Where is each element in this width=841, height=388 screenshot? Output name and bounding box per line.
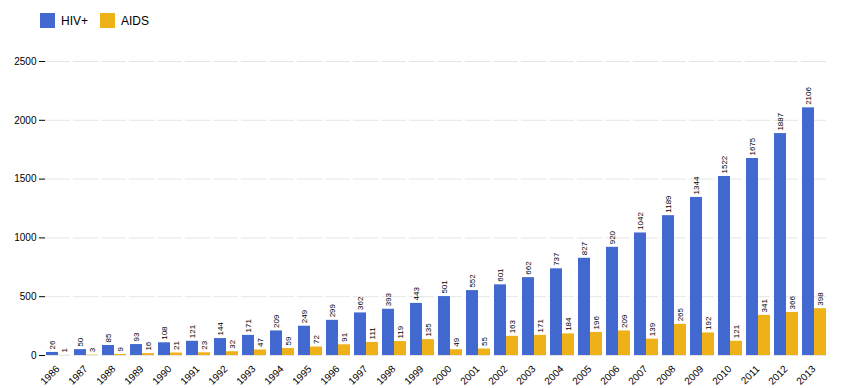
svg-text:2000: 2000 xyxy=(430,363,454,387)
svg-text:366: 366 xyxy=(788,296,797,310)
svg-text:362: 362 xyxy=(356,296,365,310)
svg-text:2007: 2007 xyxy=(626,363,650,387)
svg-text:2010: 2010 xyxy=(710,363,734,387)
svg-text:1189: 1189 xyxy=(664,195,673,213)
svg-text:1996: 1996 xyxy=(318,363,342,387)
svg-text:108: 108 xyxy=(160,326,169,340)
svg-text:1522: 1522 xyxy=(720,155,729,173)
svg-text:1042: 1042 xyxy=(636,212,645,230)
svg-text:135: 135 xyxy=(424,323,433,337)
svg-text:443: 443 xyxy=(412,287,421,301)
svg-text:2003: 2003 xyxy=(514,363,538,387)
svg-text:2011: 2011 xyxy=(739,363,762,386)
svg-text:2004: 2004 xyxy=(542,363,566,387)
svg-text:341: 341 xyxy=(760,298,769,312)
svg-text:249: 249 xyxy=(300,309,309,323)
svg-text:1887: 1887 xyxy=(776,112,785,130)
svg-text:552: 552 xyxy=(468,274,477,288)
svg-text:2013: 2013 xyxy=(794,363,818,387)
html-text:AIDS: AIDS xyxy=(121,13,149,28)
svg-text:920: 920 xyxy=(608,230,617,244)
svg-text:171: 171 xyxy=(536,318,545,332)
svg-text:601: 601 xyxy=(496,268,505,282)
svg-text:1989: 1989 xyxy=(122,363,146,387)
svg-text:16: 16 xyxy=(144,341,153,350)
svg-text:1998: 1998 xyxy=(374,363,398,387)
svg-text:209: 209 xyxy=(272,314,281,328)
svg-text:0: 0 xyxy=(31,350,37,361)
svg-text:1: 1 xyxy=(60,347,69,352)
svg-text:1992: 1992 xyxy=(206,363,230,387)
svg-text:500: 500 xyxy=(20,291,37,302)
svg-text:2005: 2005 xyxy=(570,363,594,387)
svg-text:121: 121 xyxy=(732,324,741,338)
svg-text:2001: 2001 xyxy=(458,363,482,387)
svg-text:196: 196 xyxy=(592,316,601,330)
svg-text:2006: 2006 xyxy=(598,363,622,387)
svg-text:139: 139 xyxy=(648,322,657,336)
svg-text:398: 398 xyxy=(816,292,825,306)
svg-text:1991: 1991 xyxy=(178,363,202,387)
svg-text:9: 9 xyxy=(116,346,125,351)
svg-text:662: 662 xyxy=(524,261,533,275)
svg-text:1993: 1993 xyxy=(234,363,258,387)
svg-text:1994: 1994 xyxy=(262,363,286,387)
svg-text:1675: 1675 xyxy=(748,137,757,155)
svg-text:32: 32 xyxy=(228,339,237,348)
svg-text:21: 21 xyxy=(172,341,181,350)
svg-text:55: 55 xyxy=(480,337,489,346)
svg-text:49: 49 xyxy=(452,337,461,346)
svg-text:2002: 2002 xyxy=(486,363,510,387)
svg-text:2500: 2500 xyxy=(14,56,37,67)
svg-text:1999: 1999 xyxy=(402,363,426,387)
svg-text:299: 299 xyxy=(328,303,337,317)
svg-text:184: 184 xyxy=(564,317,573,331)
svg-text:91: 91 xyxy=(340,332,349,341)
svg-text:163: 163 xyxy=(508,319,517,333)
svg-text:393: 393 xyxy=(384,292,393,306)
svg-text:1986: 1986 xyxy=(38,363,62,387)
svg-text:2000: 2000 xyxy=(14,115,37,126)
svg-text:119: 119 xyxy=(396,325,405,338)
svg-text:1988: 1988 xyxy=(94,363,118,387)
svg-text:1344: 1344 xyxy=(692,176,701,194)
svg-text:1995: 1995 xyxy=(290,363,314,387)
svg-text:2012: 2012 xyxy=(766,363,790,387)
svg-text:47: 47 xyxy=(256,338,265,347)
svg-text:23: 23 xyxy=(200,340,209,349)
html-text:HIV+: HIV+ xyxy=(61,13,88,28)
svg-text:144: 144 xyxy=(216,322,225,336)
svg-text:1500: 1500 xyxy=(14,173,37,184)
svg-text:59: 59 xyxy=(284,336,293,345)
svg-text:171: 171 xyxy=(244,318,253,332)
svg-text:93: 93 xyxy=(132,332,141,341)
svg-text:26: 26 xyxy=(48,340,57,349)
svg-text:265: 265 xyxy=(676,307,685,321)
svg-text:1000: 1000 xyxy=(14,232,37,243)
svg-text:827: 827 xyxy=(580,241,589,255)
svg-text:85: 85 xyxy=(104,333,113,342)
svg-text:209: 209 xyxy=(620,314,629,328)
svg-text:1990: 1990 xyxy=(150,363,174,387)
svg-text:111: 111 xyxy=(368,327,377,340)
svg-text:121: 121 xyxy=(188,324,197,338)
svg-text:192: 192 xyxy=(704,316,713,330)
svg-text:501: 501 xyxy=(440,280,449,294)
svg-text:72: 72 xyxy=(312,335,321,344)
svg-text:50: 50 xyxy=(76,337,85,346)
svg-text:3: 3 xyxy=(88,347,97,352)
svg-text:737: 737 xyxy=(552,252,561,266)
svg-text:2008: 2008 xyxy=(654,363,678,387)
svg-text:1997: 1997 xyxy=(346,363,370,387)
svg-text:2009: 2009 xyxy=(682,363,706,387)
svg-text:2106: 2106 xyxy=(804,86,813,104)
svg-text:1987: 1987 xyxy=(66,363,90,387)
